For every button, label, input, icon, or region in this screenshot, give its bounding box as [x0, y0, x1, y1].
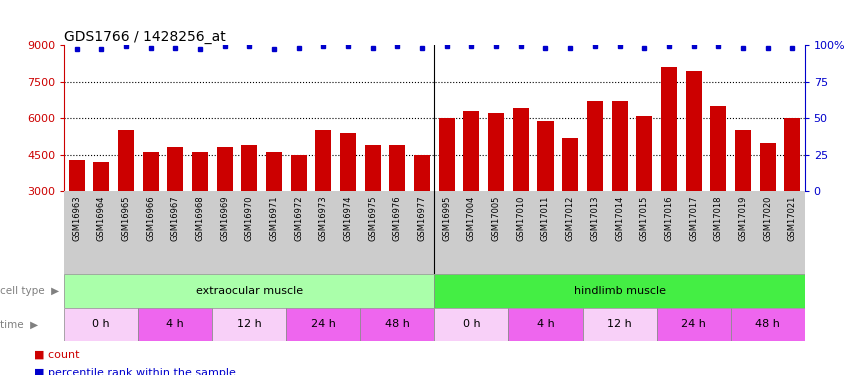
Text: GSM16973: GSM16973	[318, 195, 328, 241]
Bar	[587, 101, 603, 191]
Bar	[167, 147, 183, 191]
Bar	[143, 152, 158, 191]
Bar	[434, 308, 508, 341]
Text: GSM17020: GSM17020	[763, 195, 772, 241]
Text: GSM17005: GSM17005	[491, 195, 501, 241]
Bar	[241, 145, 258, 191]
Bar	[217, 147, 233, 191]
Text: GSM16970: GSM16970	[245, 195, 254, 241]
Text: extraocular muscle: extraocular muscle	[196, 286, 303, 296]
Bar	[118, 130, 134, 191]
Text: GSM16995: GSM16995	[443, 195, 451, 241]
Text: GSM17015: GSM17015	[639, 195, 649, 241]
Bar	[636, 116, 652, 191]
Text: 48 h: 48 h	[385, 320, 410, 329]
Bar	[64, 308, 138, 341]
Text: 0 h: 0 h	[92, 320, 110, 329]
Text: GSM16972: GSM16972	[294, 195, 303, 241]
Text: 24 h: 24 h	[311, 320, 336, 329]
Text: GSM16966: GSM16966	[146, 195, 155, 241]
Text: GSM17019: GSM17019	[739, 195, 747, 241]
Bar	[138, 308, 212, 341]
Bar	[439, 118, 455, 191]
Bar	[414, 154, 430, 191]
Bar	[68, 160, 85, 191]
Bar	[735, 130, 751, 191]
Text: GSM16975: GSM16975	[368, 195, 377, 241]
Bar	[286, 308, 360, 341]
Bar	[340, 133, 356, 191]
Text: GSM16967: GSM16967	[170, 195, 180, 241]
Bar	[562, 138, 578, 191]
Text: GSM16977: GSM16977	[418, 195, 426, 241]
Bar	[212, 308, 286, 341]
Bar	[686, 70, 702, 191]
Bar	[759, 142, 776, 191]
Bar	[661, 67, 677, 191]
Bar	[463, 111, 479, 191]
Bar	[611, 101, 627, 191]
Text: 48 h: 48 h	[755, 320, 780, 329]
Text: GDS1766 / 1428256_at: GDS1766 / 1428256_at	[64, 30, 226, 44]
Text: GSM17013: GSM17013	[591, 195, 599, 241]
Text: 0 h: 0 h	[462, 320, 480, 329]
Text: hindlimb muscle: hindlimb muscle	[574, 286, 665, 296]
Bar	[315, 130, 331, 191]
Bar	[365, 145, 381, 191]
Bar	[93, 162, 110, 191]
Bar	[710, 106, 726, 191]
Bar	[508, 308, 582, 341]
Text: 24 h: 24 h	[681, 320, 706, 329]
Text: GSM17014: GSM17014	[615, 195, 624, 241]
Text: 12 h: 12 h	[607, 320, 632, 329]
Bar	[582, 308, 657, 341]
Text: GSM16964: GSM16964	[97, 195, 106, 241]
Text: 4 h: 4 h	[537, 320, 555, 329]
Text: ■ count: ■ count	[34, 350, 80, 360]
Bar	[64, 274, 434, 308]
Text: ■ percentile rank within the sample: ■ percentile rank within the sample	[34, 368, 236, 375]
Bar	[488, 113, 504, 191]
Bar	[266, 152, 282, 191]
Bar	[730, 308, 805, 341]
Text: GSM17016: GSM17016	[664, 195, 674, 241]
Text: GSM16965: GSM16965	[122, 195, 130, 241]
Bar	[192, 152, 208, 191]
Text: GSM16963: GSM16963	[72, 195, 81, 241]
Text: GSM17004: GSM17004	[467, 195, 476, 241]
Bar	[389, 145, 406, 191]
Text: 4 h: 4 h	[166, 320, 184, 329]
Bar	[657, 308, 730, 341]
Bar	[513, 108, 529, 191]
Text: GSM16969: GSM16969	[220, 195, 229, 241]
Text: time  ▶: time ▶	[0, 320, 39, 329]
Text: GSM17021: GSM17021	[788, 195, 797, 241]
Text: GSM16968: GSM16968	[195, 195, 205, 241]
Text: cell type  ▶: cell type ▶	[0, 286, 59, 296]
Text: 12 h: 12 h	[237, 320, 262, 329]
Text: GSM16974: GSM16974	[343, 195, 353, 241]
Text: GSM17012: GSM17012	[566, 195, 574, 241]
Bar	[434, 274, 805, 308]
Text: GSM17011: GSM17011	[541, 195, 550, 241]
Text: GSM17018: GSM17018	[714, 195, 722, 241]
Bar	[360, 308, 434, 341]
Text: GSM17017: GSM17017	[689, 195, 698, 241]
Text: GSM17010: GSM17010	[516, 195, 526, 241]
Bar	[538, 120, 554, 191]
Bar	[784, 118, 800, 191]
Text: GSM16971: GSM16971	[270, 195, 278, 241]
Text: GSM16976: GSM16976	[393, 195, 402, 241]
Bar	[291, 154, 306, 191]
